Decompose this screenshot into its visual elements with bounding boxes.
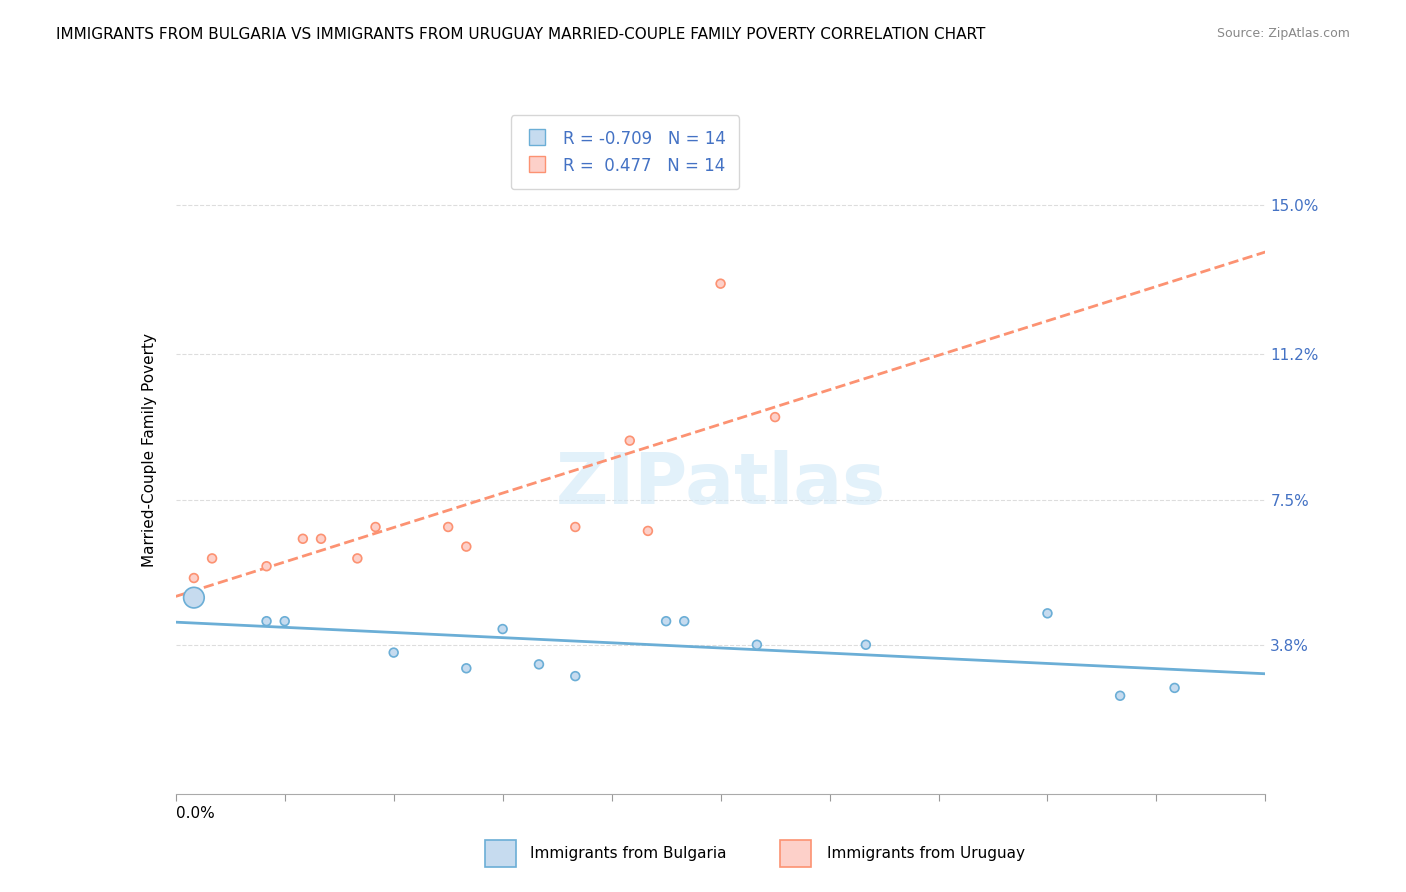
Text: Source: ZipAtlas.com: Source: ZipAtlas.com <box>1216 27 1350 40</box>
Point <box>673 614 696 628</box>
Point <box>256 614 278 628</box>
Text: IMMIGRANTS FROM BULGARIA VS IMMIGRANTS FROM URUGUAY MARRIED-COUPLE FAMILY POVERT: IMMIGRANTS FROM BULGARIA VS IMMIGRANTS F… <box>56 27 986 42</box>
Point <box>291 532 314 546</box>
Text: ZIPatlas: ZIPatlas <box>555 450 886 519</box>
Point <box>183 571 205 585</box>
Point <box>364 520 387 534</box>
Point <box>346 551 368 566</box>
Point <box>564 669 586 683</box>
Point <box>1163 681 1185 695</box>
Point <box>855 638 877 652</box>
Point <box>745 638 768 652</box>
Legend: R = -0.709   N = 14, R =  0.477   N = 14: R = -0.709 N = 14, R = 0.477 N = 14 <box>510 115 740 189</box>
Point <box>437 520 460 534</box>
Point <box>619 434 641 448</box>
Point <box>183 591 205 605</box>
Point <box>763 410 786 425</box>
Point <box>256 559 278 574</box>
Point <box>456 661 478 675</box>
Point <box>456 540 478 554</box>
Point <box>201 551 224 566</box>
Point <box>274 614 297 628</box>
Text: Immigrants from Uruguay: Immigrants from Uruguay <box>827 847 1025 861</box>
Point <box>492 622 515 636</box>
Point <box>637 524 659 538</box>
Point <box>1109 689 1132 703</box>
Text: Immigrants from Bulgaria: Immigrants from Bulgaria <box>530 847 727 861</box>
Point <box>564 520 586 534</box>
Point <box>527 657 550 672</box>
Point <box>309 532 332 546</box>
Text: 0.0%: 0.0% <box>176 806 215 822</box>
Point <box>655 614 678 628</box>
Point <box>382 646 405 660</box>
Point <box>710 277 733 291</box>
Y-axis label: Married-Couple Family Poverty: Married-Couple Family Poverty <box>142 334 157 567</box>
Point <box>1036 607 1059 621</box>
